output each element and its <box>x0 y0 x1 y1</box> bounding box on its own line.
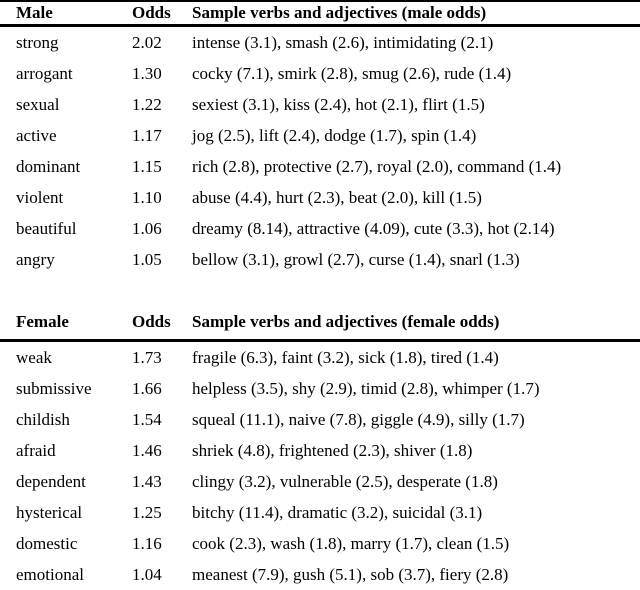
male-header-samples: Sample verbs and adjectives (male odds) <box>190 1 640 27</box>
term-cell: violent <box>16 187 64 207</box>
odds-cell: 1.30 <box>132 63 162 83</box>
samples-cell: abuse (4.4), hurt (2.3), beat (2.0), kil… <box>192 187 482 207</box>
odds-cell: 1.22 <box>132 94 162 114</box>
term-cell: afraid <box>16 440 56 460</box>
samples-cell: meanest (7.9), gush (5.1), sob (3.7), fi… <box>192 564 509 584</box>
female-header-odds: Odds <box>130 305 190 342</box>
samples-cell: bitchy (11.4), dramatic (3.2), suicidal … <box>192 502 483 522</box>
term-cell: dominant <box>16 156 81 176</box>
odds-cell: 1.43 <box>132 471 162 491</box>
odds-cell: 1.25 <box>132 502 162 522</box>
samples-cell: helpless (3.5), shy (2.9), timid (2.8), … <box>192 378 540 398</box>
term-cell: beautiful <box>16 218 77 238</box>
term-cell: domestic <box>16 533 78 553</box>
term-cell: arrogant <box>16 63 73 83</box>
samples-cell: bellow (3.1), growl (2.7), curse (1.4), … <box>192 249 520 269</box>
term-cell: sexual <box>16 94 60 114</box>
samples-cell: dreamy (8.14), attractive (4.09), cute (… <box>192 218 555 238</box>
table-row: sexual 1.22 sexiest (3.1), kiss (2.4), h… <box>0 89 640 120</box>
samples-cell: jog (2.5), lift (2.4), dodge (1.7), spin… <box>192 125 477 145</box>
samples-cell: clingy (3.2), vulnerable (2.5), desperat… <box>192 471 498 491</box>
odds-cell: 1.16 <box>132 533 162 553</box>
table-row: active 1.17 jog (2.5), lift (2.4), dodge… <box>0 120 640 151</box>
table-row: afraid 1.46 shriek (4.8), frightened (2.… <box>0 435 640 466</box>
samples-cell: cocky (7.1), smirk (2.8), smug (2.6), ru… <box>192 63 512 83</box>
term-cell: dependent <box>16 471 86 491</box>
table-row: weak 1.73 fragile (6.3), faint (3.2), si… <box>0 341 640 374</box>
table-row: angry 1.05 bellow (3.1), growl (2.7), cu… <box>0 244 640 275</box>
term-cell: weak <box>16 347 52 367</box>
term-cell: active <box>16 125 57 145</box>
male-header-odds: Odds <box>130 1 190 27</box>
table-row: hysterical 1.25 bitchy (11.4), dramatic … <box>0 497 640 528</box>
odds-cell: 2.02 <box>132 32 162 52</box>
samples-cell: shriek (4.8), frightened (2.3), shiver (… <box>192 440 473 460</box>
table-row: submissive 1.66 helpless (3.5), shy (2.9… <box>0 373 640 404</box>
table-row: violent 1.10 abuse (4.4), hurt (2.3), be… <box>0 182 640 213</box>
samples-cell: intense (3.1), smash (2.6), intimidating… <box>192 32 494 52</box>
table-row: strong 2.02 intense (3.1), smash (2.6), … <box>0 26 640 59</box>
term-cell: strong <box>16 32 59 52</box>
female-header-samples: Sample verbs and adjectives (female odds… <box>190 305 640 342</box>
table-row: beautiful 1.06 dreamy (8.14), attractive… <box>0 213 640 244</box>
odds-cell: 1.05 <box>132 249 162 269</box>
female-odds-table: Female Odds Sample verbs and adjectives … <box>0 305 640 590</box>
odds-cell: 1.73 <box>132 347 162 367</box>
term-cell: emotional <box>16 564 84 584</box>
odds-cell: 1.54 <box>132 409 162 429</box>
samples-cell: squeal (11.1), naive (7.8), giggle (4.9)… <box>192 409 525 429</box>
odds-cell: 1.10 <box>132 187 162 207</box>
female-header-term: Female <box>0 305 130 342</box>
odds-cell: 1.04 <box>132 564 162 584</box>
table-row: dependent 1.43 clingy (3.2), vulnerable … <box>0 466 640 497</box>
male-odds-table: Male Odds Sample verbs and adjectives (m… <box>0 0 640 275</box>
odds-cell: 1.06 <box>132 218 162 238</box>
odds-cell: 1.46 <box>132 440 162 460</box>
samples-cell: cook (2.3), wash (1.8), marry (1.7), cle… <box>192 533 510 553</box>
table-row: childish 1.54 squeal (11.1), naive (7.8)… <box>0 404 640 435</box>
term-cell: hysterical <box>16 502 83 522</box>
odds-cell: 1.17 <box>132 125 162 145</box>
term-cell: submissive <box>16 378 92 398</box>
term-cell: childish <box>16 409 70 429</box>
samples-cell: sexiest (3.1), kiss (2.4), hot (2.1), fl… <box>192 94 485 114</box>
term-cell: angry <box>16 249 55 269</box>
table-row: emotional 1.04 meanest (7.9), gush (5.1)… <box>0 559 640 590</box>
odds-cell: 1.66 <box>132 378 162 398</box>
female-header-row: Female Odds Sample verbs and adjectives … <box>0 305 640 342</box>
male-header-term: Male <box>0 1 130 27</box>
table-row: dominant 1.15 rich (2.8), protective (2.… <box>0 151 640 182</box>
table-row: arrogant 1.30 cocky (7.1), smirk (2.8), … <box>0 58 640 89</box>
odds-cell: 1.15 <box>132 156 162 176</box>
samples-cell: rich (2.8), protective (2.7), royal (2.0… <box>192 156 562 176</box>
samples-cell: fragile (6.3), faint (3.2), sick (1.8), … <box>192 347 499 367</box>
table-row: domestic 1.16 cook (2.3), wash (1.8), ma… <box>0 528 640 559</box>
male-header-row: Male Odds Sample verbs and adjectives (m… <box>0 1 640 27</box>
